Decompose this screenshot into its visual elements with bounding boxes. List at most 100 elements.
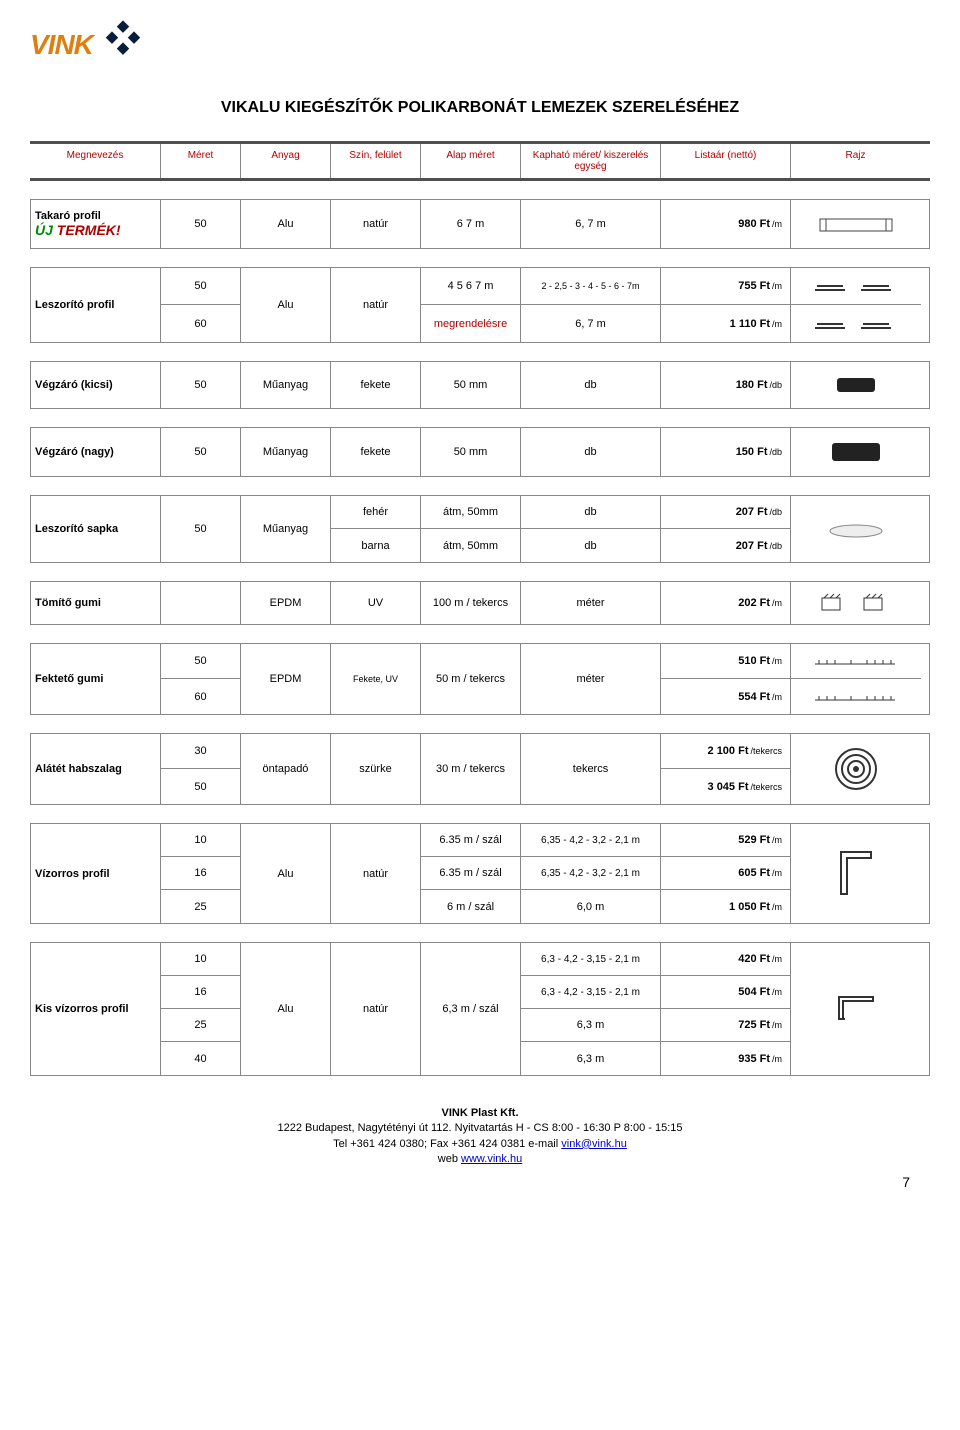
cell-price: 2 100 Ft/tekercs (661, 734, 791, 769)
cell-meret: 60 (161, 305, 241, 342)
footer: VINK Plast Kft. 1222 Budapest, Nagytétén… (30, 1106, 930, 1168)
cell-meret: 60 (161, 679, 241, 714)
hdr-rajz: Rajz (790, 144, 920, 178)
cell-anyag: Műanyag (241, 496, 331, 562)
row-kis-vizorros-profil: Kis vízorros profil 10 Alu natúr 6,3 m /… (30, 942, 930, 1076)
cell-price: 207 Ft/db (661, 529, 791, 562)
cell-price: 1 110 Ft/m (661, 305, 791, 342)
cell-alap: 50 m / tekercs (421, 644, 521, 714)
cell-szin: barna (331, 529, 421, 562)
cell-kaphato: 6,3 - 4,2 - 3,15 - 2,1 m (521, 976, 661, 1009)
cell-anyag: Műanyag (241, 428, 331, 476)
cell-anyag: Alu (241, 824, 331, 923)
cell-alap: 6.35 m / szál (421, 857, 521, 890)
cell-meret: 10 (161, 943, 241, 976)
hdr-meret: Méret (160, 144, 240, 178)
cell-name: Alátét habszalag (31, 734, 161, 804)
logo-diamond-icon (101, 20, 145, 69)
cell-szin: fekete (331, 362, 421, 408)
cell-anyag: EPDM (241, 644, 331, 714)
label: Takaró profil (35, 210, 121, 222)
cell-meret: 50 (161, 769, 241, 804)
footer-tel: Tel +361 424 0380; Fax +361 424 0381 e-m… (333, 1138, 561, 1150)
cell-price: 725 Ft/m (661, 1009, 791, 1042)
footer-web-prefix: web (438, 1153, 461, 1165)
cell-kaphato: 6, 7 m (521, 200, 661, 248)
cell-price: 202 Ft/m (661, 582, 791, 624)
cell-meret (161, 582, 241, 624)
cell-szin: fehér (331, 496, 421, 529)
cell-anyag: Alu (241, 200, 331, 248)
cell-name: Tömítő gumi (31, 582, 161, 624)
cell-alap: 50 mm (421, 428, 521, 476)
footer-web-link[interactable]: www.vink.hu (461, 1153, 522, 1165)
cell-anyag: öntapadó (241, 734, 331, 804)
cell-meret: 50 (161, 200, 241, 248)
cell-alap: átm, 50mm (421, 529, 521, 562)
cell-kaphato: db (521, 362, 661, 408)
drawing-icon (791, 943, 921, 1075)
cell-price: 3 045 Ft/tekercs (661, 769, 791, 804)
drawing-icon (791, 824, 921, 923)
cell-name: Takaró profil ÚJ TERMÉK! (31, 200, 161, 248)
cell-alap: 100 m / tekercs (421, 582, 521, 624)
drawing-icon (791, 496, 921, 562)
hdr-anyag: Anyag (240, 144, 330, 178)
hdr-alap: Alap méret (420, 144, 520, 178)
cell-kaphato: 6,35 - 4,2 - 3,2 - 2,1 m (521, 857, 661, 890)
cell-kaphato: db (521, 496, 661, 529)
cell-name: Kis vízorros profil (31, 943, 161, 1075)
cell-kaphato: 6,0 m (521, 890, 661, 923)
row-vegzaro-kicsi: Végzáró (kicsi) 50 Műanyag fekete 50 mm … (30, 361, 930, 409)
page-number: 7 (30, 1174, 930, 1190)
cell-szin: natúr (331, 200, 421, 248)
row-vizorros-profil: Vízorros profil 10 Alu natúr 6.35 m / sz… (30, 823, 930, 924)
cell-meret: 16 (161, 976, 241, 1009)
cell-alap: megrendelésre (421, 305, 521, 342)
cell-name: Végzáró (kicsi) (31, 362, 161, 408)
cell-kaphato: 6, 7 m (521, 305, 661, 342)
cell-kaphato: 6,35 - 4,2 - 3,2 - 2,1 m (521, 824, 661, 857)
row-alatet-habszalag: Alátét habszalag 30 öntapadó szürke 30 m… (30, 733, 930, 805)
cell-szin: natúr (331, 824, 421, 923)
cell-meret: 16 (161, 857, 241, 890)
cell-name: Végzáró (nagy) (31, 428, 161, 476)
cell-price: 207 Ft/db (661, 496, 791, 529)
cell-price: 935 Ft/m (661, 1042, 791, 1075)
cell-price: 755 Ft/m (661, 268, 791, 305)
footer-address: 1222 Budapest, Nagytétényi út 112. Nyitv… (277, 1122, 682, 1134)
cell-kaphato: méter (521, 582, 661, 624)
cell-meret: 25 (161, 1009, 241, 1042)
cell-kaphato: méter (521, 644, 661, 714)
cell-meret: 30 (161, 734, 241, 769)
cell-meret: 50 (161, 428, 241, 476)
cell-name: Leszorító sapka (31, 496, 161, 562)
drawing-icon (791, 428, 921, 476)
cell-szin: UV (331, 582, 421, 624)
cell-anyag: Alu (241, 268, 331, 342)
cell-price: 605 Ft/m (661, 857, 791, 890)
footer-company: VINK Plast Kft. (441, 1107, 518, 1119)
hdr-szin: Szín, felület (330, 144, 420, 178)
hdr-listaar: Listaár (nettó) (660, 144, 790, 178)
cell-meret: 50 (161, 644, 241, 679)
cell-kaphato: db (521, 428, 661, 476)
cell-szin: Fekete, UV (331, 644, 421, 714)
cell-kaphato: 2 - 2,5 - 3 - 4 - 5 - 6 - 7m (521, 268, 661, 305)
cell-alap: 4 5 6 7 m (421, 268, 521, 305)
cell-szin: fekete (331, 428, 421, 476)
row-takaro-profil: Takaró profil ÚJ TERMÉK! 50 Alu natúr 6 … (30, 199, 930, 249)
cell-alap: 50 mm (421, 362, 521, 408)
footer-email-link[interactable]: vink@vink.hu (561, 1138, 627, 1150)
page-title: VIKALU KIEGÉSZÍTŐK POLIKARBONÁT LEMEZEK … (30, 99, 930, 117)
row-leszorito-profil: Leszorító profil 50 Alu natúr 4 5 6 7 m … (30, 267, 930, 343)
cell-szin: natúr (331, 943, 421, 1075)
cell-price: 980 Ft/m (661, 200, 791, 248)
logo-text: VINK (30, 29, 93, 61)
hdr-kaphato: Kapható méret/ kiszerelés egység (520, 144, 660, 178)
cell-price: 180 Ft/db (661, 362, 791, 408)
row-vegzaro-nagy: Végzáró (nagy) 50 Műanyag fekete 50 mm d… (30, 427, 930, 477)
cell-kaphato: 6,3 - 4,2 - 3,15 - 2,1 m (521, 943, 661, 976)
cell-price: 150 Ft/db (661, 428, 791, 476)
drawing-icon (791, 362, 921, 408)
